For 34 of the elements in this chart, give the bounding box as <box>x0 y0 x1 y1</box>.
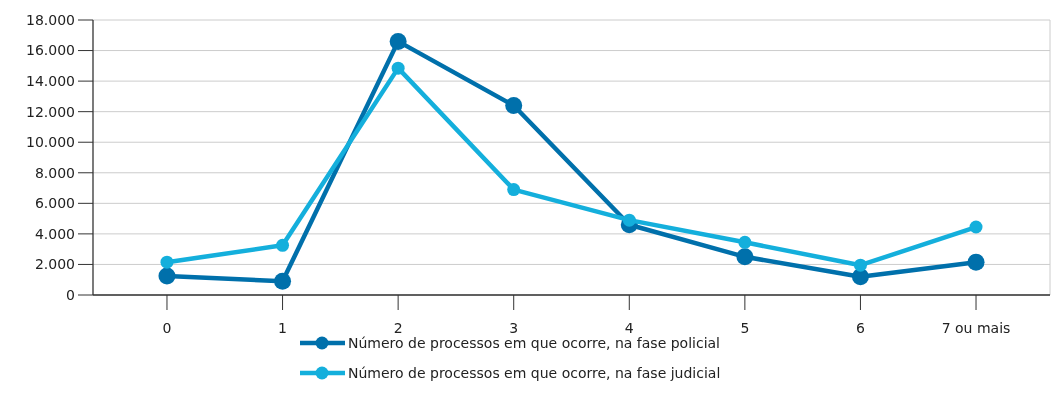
point <box>505 97 523 115</box>
legend-label: Número de processos em que ocorre, na fase policial <box>348 334 720 351</box>
point <box>391 61 405 75</box>
point <box>158 267 176 285</box>
x-tick-label: 2 <box>393 320 403 336</box>
x-tick-label: 5 <box>740 320 750 336</box>
point <box>736 248 754 266</box>
y-tick-label: 16.000 <box>26 42 75 59</box>
point <box>507 183 521 197</box>
y-tick-label: 10.000 <box>26 134 75 151</box>
y-tick-label: 6.000 <box>34 195 75 212</box>
point <box>738 235 752 249</box>
point <box>853 258 867 272</box>
y-tick-label: 2.000 <box>34 256 75 273</box>
point <box>969 220 983 234</box>
y-tick-label: 8.000 <box>34 164 75 181</box>
point <box>276 238 290 252</box>
x-tick-label: 7 ou mais <box>941 320 1011 336</box>
x-tick-label: 6 <box>855 320 865 336</box>
point <box>389 32 407 50</box>
point <box>967 253 985 271</box>
x-tick-label: 3 <box>509 320 519 336</box>
y-tick-label: 12.000 <box>26 103 75 120</box>
y-tick-label: 18.000 <box>26 11 75 28</box>
x-tick-label: 1 <box>278 320 288 336</box>
x-tick-label: 0 <box>162 320 172 336</box>
y-tick-label: 0 <box>66 286 75 303</box>
y-tick-label: 4.000 <box>34 225 75 242</box>
point <box>622 213 636 227</box>
y-tick-label: 14.000 <box>26 73 75 90</box>
point <box>160 255 174 269</box>
x-tick-label: 4 <box>624 320 634 336</box>
legend-label: Número de processos em que ocorre, na fase judicial <box>348 364 721 381</box>
point <box>274 272 292 290</box>
